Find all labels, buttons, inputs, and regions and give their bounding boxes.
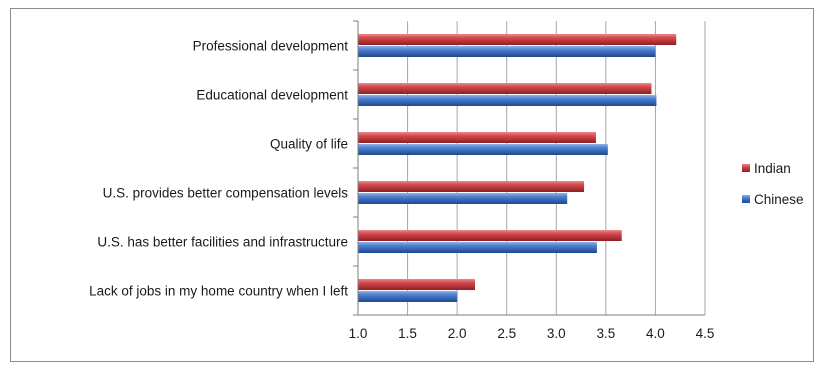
x-tick-label: 1.5 [398, 326, 417, 341]
legend: Indian Chinese [742, 161, 804, 207]
bar-indian [358, 230, 622, 241]
bar-chinese [358, 193, 568, 204]
x-tick-label: 4.5 [696, 326, 715, 341]
x-tick-label: 4.0 [646, 326, 665, 341]
category-label: Lack of jobs in my home country when I l… [89, 284, 348, 299]
category-label: Professional development [193, 39, 349, 54]
category-label: U.S. has better facilities and infrastru… [97, 235, 348, 250]
bar-chinese [358, 144, 608, 155]
legend-swatch-indian [742, 164, 750, 172]
bar-indian [358, 132, 596, 143]
bar-indian [358, 83, 652, 94]
bar-chinese [358, 46, 656, 57]
gridlines [407, 21, 706, 315]
tick-labels: 1.0 1.5 2.0 2.5 3.0 3.5 4.0 4.5 [349, 326, 715, 341]
category-label: Quality of life [270, 137, 348, 152]
bar-indian [358, 181, 585, 192]
x-tick-label: 3.0 [547, 326, 566, 341]
bar-chinese [358, 291, 458, 302]
bar-indian [358, 279, 475, 290]
legend-label-chinese: Chinese [754, 192, 804, 207]
x-tick-label: 2.5 [497, 326, 516, 341]
axes [353, 20, 705, 316]
x-tick-label: 2.0 [448, 326, 467, 341]
bar-chinese [358, 242, 597, 253]
bar-chinese [358, 95, 657, 106]
x-tick-label: 1.0 [349, 326, 368, 341]
bar-indian [358, 34, 677, 45]
category-labels: Professional development Educational deve… [89, 39, 348, 299]
legend-swatch-chinese [742, 195, 750, 203]
legend-label-indian: Indian [754, 161, 791, 176]
bars [358, 34, 677, 302]
category-label: Educational development [196, 88, 348, 103]
bar-chart: Professional development Educational deve… [89, 20, 804, 341]
category-label: U.S. provides better compensation levels [103, 186, 349, 201]
x-tick-label: 3.5 [596, 326, 615, 341]
chart-frame: Professional development Educational deve… [10, 8, 814, 362]
